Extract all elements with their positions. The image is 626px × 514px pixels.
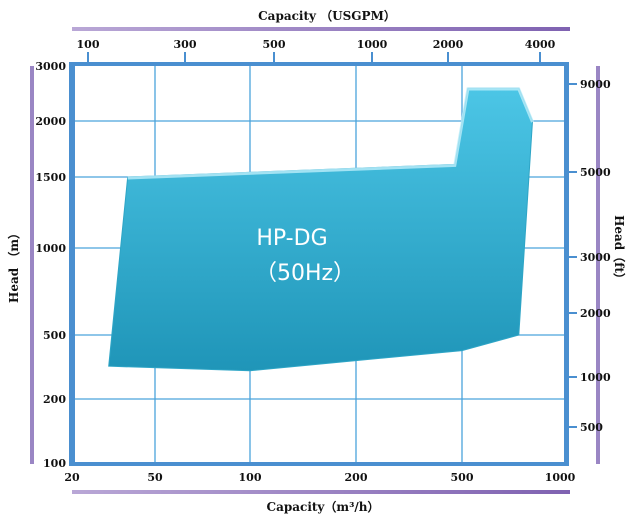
frame-right — [564, 64, 569, 466]
right-axis: 9000 5000 3000 2000 1000 500 — [569, 78, 611, 434]
left-tick-label: 3000 — [35, 60, 66, 73]
bottom-rule — [72, 490, 570, 494]
right-tick-label: 500 — [580, 421, 603, 434]
left-axis: 3000 2000 1500 1000 500 200 100 — [35, 60, 66, 470]
frame-left — [69, 64, 75, 466]
right-axis-title: Head（ft） — [612, 215, 626, 285]
right-tick-label: 2000 — [580, 307, 611, 320]
bottom-axis: 20 50 100 200 500 1000 — [64, 471, 575, 484]
plot-frame — [69, 62, 569, 466]
bottom-tick-label: 20 — [64, 471, 80, 484]
left-tick-label: 1000 — [35, 242, 66, 255]
top-axis-title: Capacity （USGPM） — [258, 8, 396, 23]
right-tick-label: 5000 — [580, 166, 611, 179]
bottom-tick-label: 1000 — [545, 471, 576, 484]
left-tick-label: 200 — [43, 393, 66, 406]
right-tick-label: 9000 — [580, 78, 611, 91]
top-tick-label: 1000 — [357, 38, 388, 51]
region-subtitle: （50Hz） — [255, 261, 355, 286]
right-tick-label: 3000 — [580, 251, 611, 264]
top-tick-label: 4000 — [525, 38, 556, 51]
top-tick-label: 100 — [77, 38, 100, 51]
bottom-tick-label: 100 — [239, 471, 262, 484]
top-tick-label: 500 — [263, 38, 286, 51]
bottom-tick-label: 50 — [147, 471, 163, 484]
bottom-tick-label: 500 — [451, 471, 474, 484]
top-rule — [72, 27, 570, 31]
right-rule — [596, 66, 600, 464]
top-axis: 100 300 500 1000 2000 4000 — [77, 38, 556, 62]
bottom-axis-title: Capacity（m³/h） — [267, 499, 380, 514]
right-tick-label: 1000 — [580, 371, 611, 384]
frame-top — [69, 62, 569, 66]
left-axis-title: Head （m） — [6, 227, 21, 303]
left-tick-label: 100 — [43, 457, 66, 470]
left-tick-label: 2000 — [35, 115, 66, 128]
hp-dg-region-highlight — [127, 87, 534, 180]
left-tick-label: 1500 — [35, 171, 66, 184]
left-tick-label: 500 — [43, 329, 66, 342]
top-tick-label: 300 — [174, 38, 197, 51]
frame-bottom — [69, 462, 569, 466]
top-tick-label: 2000 — [433, 38, 464, 51]
region-name: HP-DG — [256, 226, 327, 251]
left-rule — [30, 66, 34, 464]
bottom-tick-label: 200 — [345, 471, 368, 484]
